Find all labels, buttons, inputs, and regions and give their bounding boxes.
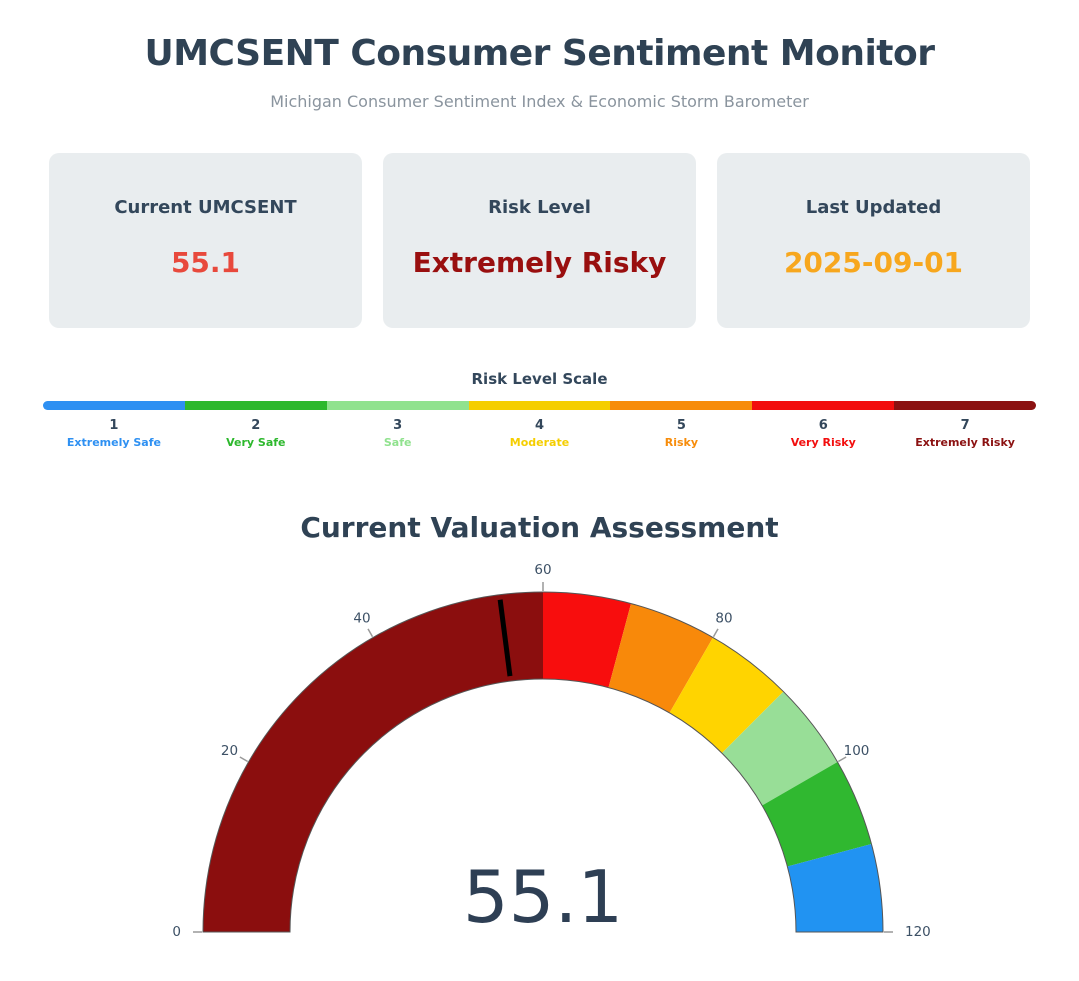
risk-level-number: 7 xyxy=(960,418,970,433)
risk-level-number: 3 xyxy=(393,418,403,433)
risk-level-label: Moderate xyxy=(509,436,570,449)
gauge-tick-label: 20 xyxy=(221,743,238,759)
gauge-tick xyxy=(367,628,374,638)
risk-scale-segment-2 xyxy=(184,401,327,410)
gauge-threshold-needle xyxy=(497,599,513,677)
risk-scale-segment-4 xyxy=(468,401,611,410)
card-value-current-umcsent: 55.1 xyxy=(170,246,241,279)
risk-level-label: Extremely Safe xyxy=(66,436,161,449)
gauge-tick xyxy=(239,756,249,763)
gauge-step xyxy=(608,603,713,713)
risk-level-cell-7: 7 Extremely Risky xyxy=(894,418,1036,449)
risk-level-number: 5 xyxy=(676,418,686,433)
risk-scale-labels: 1 Extremely Safe 2 Very Safe 3 Safe 4 Mo… xyxy=(43,418,1036,449)
card-title: Risk Level xyxy=(488,197,591,218)
risk-level-number: 1 xyxy=(109,418,119,433)
risk-level-cell-1: 1 Extremely Safe xyxy=(43,418,185,449)
card-value-last-updated: 2025-09-01 xyxy=(783,246,964,279)
card-current-umcsent: Current UMCSENT 55.1 xyxy=(49,153,362,328)
gauge-value: 55.1 xyxy=(463,855,623,939)
risk-level-cell-6: 6 Very Risky xyxy=(752,418,894,449)
gauge-title: Current Valuation Assessment xyxy=(300,511,779,544)
risk-scale-section: Risk Level Scale 1 Extremely Safe 2 Very… xyxy=(0,370,1079,449)
risk-scale-bar xyxy=(43,401,1036,410)
gauge-tick-label: 40 xyxy=(353,611,370,627)
gauge-chart: 0 20 40 60 80 100 120 55.1 xyxy=(172,562,931,940)
gauge-section: Current Valuation Assessment 0 20 40 60 80 10… xyxy=(0,511,1079,958)
gauge-step xyxy=(203,592,543,932)
page-title: UMCSENT Consumer Sentiment Monitor xyxy=(144,33,935,74)
risk-scale-segment-6 xyxy=(752,401,895,410)
gauge-step xyxy=(787,844,883,932)
dashboard-page: UMCSENT Consumer Sentiment Monitor Michi… xyxy=(0,33,1079,958)
gauge-wrap: 0 20 40 60 80 100 120 55.1 xyxy=(0,554,1079,958)
gauge-tick-label: 0 xyxy=(172,924,181,940)
risk-scale-title: Risk Level Scale xyxy=(471,370,608,388)
gauge-tick-label: 60 xyxy=(534,562,551,578)
risk-scale-segment-7 xyxy=(894,401,1036,410)
risk-level-cell-2: 2 Very Safe xyxy=(185,418,327,449)
gauge-tick-label: 80 xyxy=(715,611,732,627)
risk-level-label: Very Risky xyxy=(790,436,856,449)
risk-level-label: Extremely Risky xyxy=(915,436,1015,449)
risk-scale-segment-5 xyxy=(610,401,753,410)
gauge-tick-label: 100 xyxy=(844,743,870,759)
gauge-outline xyxy=(202,591,884,933)
gauge-step xyxy=(762,762,872,867)
card-value-risk-level: Extremely Risky xyxy=(412,246,667,279)
gauge-tick xyxy=(712,628,719,638)
risk-scale-segment-1 xyxy=(43,401,185,410)
risk-level-number: 4 xyxy=(534,418,545,433)
risk-level-label: Very Safe xyxy=(226,436,286,449)
risk-scale-segment-3 xyxy=(326,401,469,410)
gauge-step xyxy=(543,592,631,688)
gauge-tick-label: 120 xyxy=(905,924,931,940)
card-title: Last Updated xyxy=(805,197,942,218)
card-title: Current UMCSENT xyxy=(114,197,297,218)
risk-level-cell-3: 3 Safe xyxy=(327,418,469,449)
page-subtitle: Michigan Consumer Sentiment Index & Econ… xyxy=(270,92,809,111)
gauge-tick xyxy=(837,756,847,763)
risk-level-number: 6 xyxy=(818,418,828,433)
card-risk-level: Risk Level Extremely Risky xyxy=(383,153,696,328)
card-last-updated: Last Updated 2025-09-01 xyxy=(717,153,1030,328)
risk-level-label: Safe xyxy=(383,436,412,449)
risk-level-number: 2 xyxy=(251,418,261,433)
risk-level-cell-4: 4 Moderate xyxy=(469,418,611,449)
risk-level-cell-5: 5 Risky xyxy=(610,418,752,449)
risk-level-label: Risky xyxy=(664,436,698,449)
summary-cards: Current UMCSENT 55.1 Risk Level Extremel… xyxy=(0,153,1079,328)
